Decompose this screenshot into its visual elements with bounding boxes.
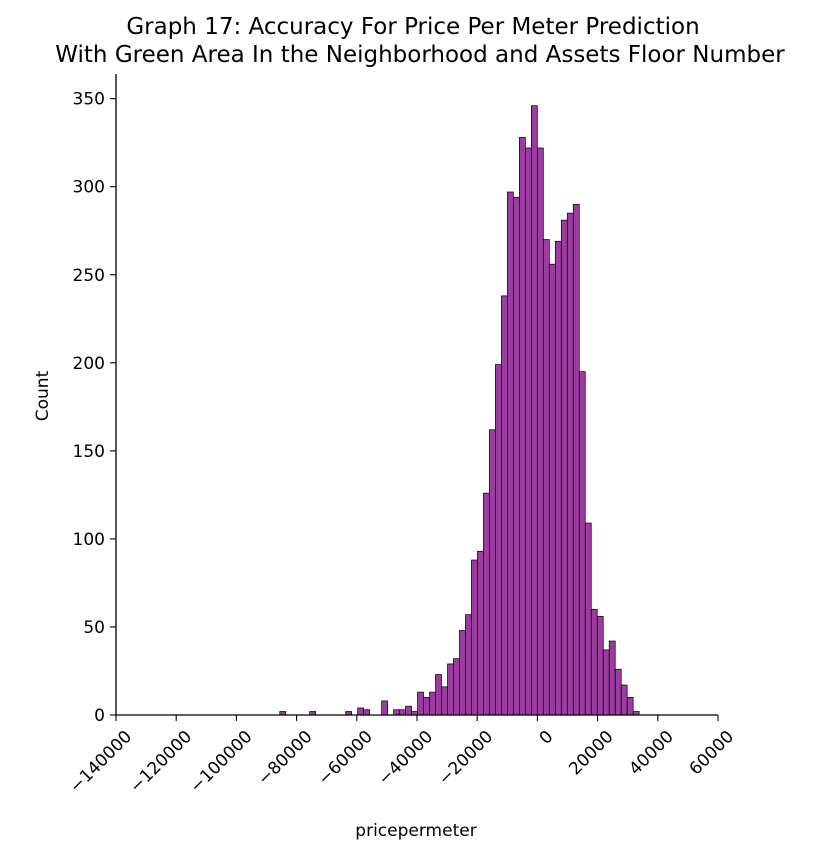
chart-title-line-2: With Green Area In the Neighborhood and … — [55, 42, 785, 68]
histogram-bar — [614, 668, 622, 716]
x-tick-label: −140000 — [66, 727, 136, 797]
histogram-bar — [620, 684, 628, 716]
histogram-bar — [453, 658, 460, 716]
histogram-bar — [519, 137, 526, 716]
histogram-bar — [548, 263, 556, 716]
x-tick-label: −40000 — [375, 727, 437, 789]
x-tick-label: 20000 — [565, 727, 617, 779]
y-tick-label: 350 — [73, 90, 105, 110]
histogram-bar — [465, 614, 472, 716]
histogram-bar — [381, 700, 388, 716]
histogram-bar — [393, 709, 400, 716]
histogram-bar — [459, 630, 466, 716]
x-tick-label: 0 — [536, 727, 558, 749]
histogram-bar — [405, 705, 412, 716]
x-tick-label: −20000 — [435, 727, 497, 789]
chart-title-line-1: Graph 17: Accuracy For Price Per Meter P… — [126, 14, 699, 40]
histogram-bar — [542, 239, 550, 716]
y-tick-label: 250 — [73, 266, 105, 286]
histogram-bar — [584, 522, 592, 716]
histogram-bar — [477, 550, 484, 716]
histogram-bar — [495, 364, 502, 716]
x-tick-label: 40000 — [625, 727, 677, 779]
histogram-bar — [399, 709, 406, 716]
histogram-bar — [513, 196, 520, 716]
histogram-bar — [357, 707, 364, 716]
histogram-bar — [572, 203, 580, 716]
histogram-bar — [554, 240, 562, 716]
x-axis-label: pricepermeter — [355, 821, 476, 841]
histogram-bar — [501, 295, 508, 716]
histogram-bar — [602, 649, 610, 716]
x-tick-label: −100000 — [186, 727, 256, 797]
histogram-bar — [441, 686, 448, 716]
y-tick-label: 300 — [73, 178, 105, 198]
histogram-bar — [578, 371, 586, 716]
histogram-bar — [447, 663, 454, 716]
axes — [115, 74, 718, 716]
x-axis-ticks: −140000−120000−100000−80000−60000−40000−… — [66, 715, 738, 797]
y-axis-label: Count — [33, 370, 53, 421]
x-tick-label: −60000 — [314, 727, 376, 789]
x-tick-label: −80000 — [254, 727, 316, 789]
histogram-bar — [471, 559, 478, 716]
histogram-bar — [626, 697, 634, 716]
histogram-bar — [483, 492, 490, 716]
histogram-bar — [590, 608, 598, 716]
y-tick-label: 100 — [73, 530, 105, 550]
y-tick-label: 0 — [94, 706, 105, 726]
histogram-bar — [507, 191, 514, 716]
y-tick-label: 200 — [73, 354, 105, 374]
histogram-bar — [435, 674, 442, 716]
histogram-bar — [530, 105, 538, 716]
histogram-bar — [596, 616, 604, 716]
histogram-bar — [489, 429, 496, 716]
x-tick-label: 60000 — [686, 727, 738, 779]
histogram-bar — [525, 147, 532, 716]
bars — [279, 105, 640, 716]
x-tick-label: −120000 — [126, 727, 196, 797]
histogram-bar — [423, 697, 430, 716]
y-axis-ticks: 0 50 100 150 200 250 300 350 — [73, 90, 116, 726]
histogram-bar — [608, 640, 616, 716]
histogram-bar — [536, 147, 544, 716]
y-tick-label: 150 — [73, 442, 105, 462]
histogram-bar — [363, 709, 370, 716]
histogram-bar — [417, 691, 424, 716]
histogram-bar — [560, 219, 568, 716]
histogram-bar — [566, 212, 574, 716]
y-tick-label: 50 — [83, 618, 105, 638]
histogram-bar — [429, 691, 436, 716]
